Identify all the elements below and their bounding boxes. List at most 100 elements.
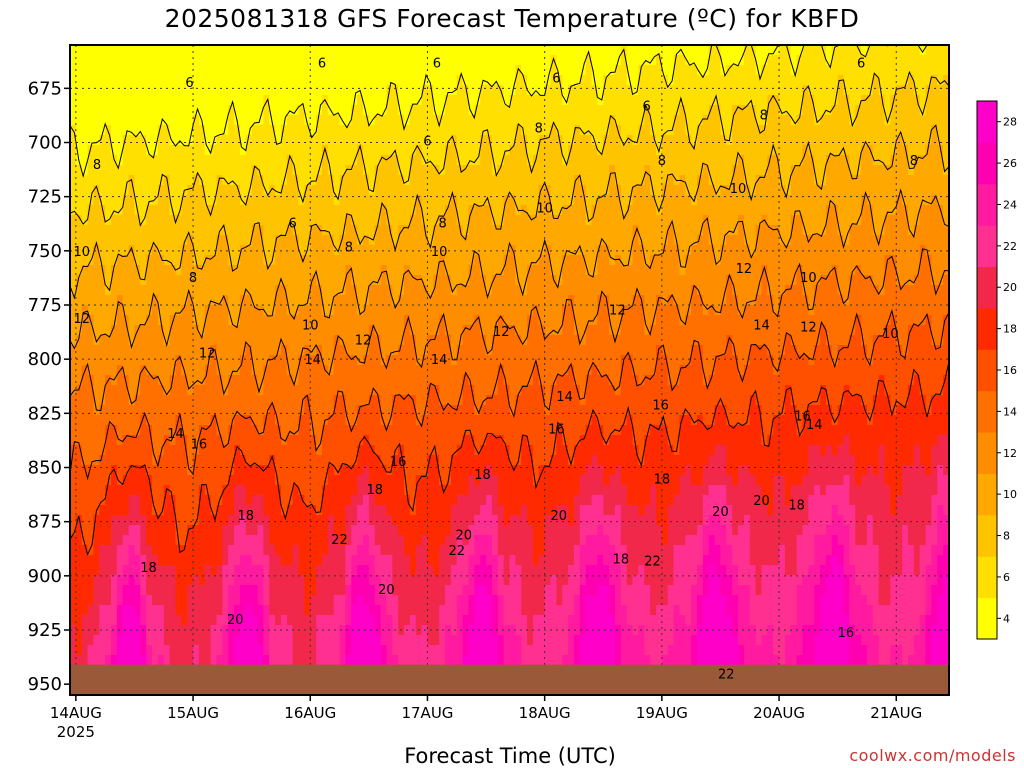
temperature-cell [439, 645, 446, 656]
temperature-cell [363, 105, 370, 116]
temperature-cell [427, 55, 434, 66]
temperature-cell [222, 635, 229, 646]
temperature-cell [368, 415, 376, 426]
temperature-cell [456, 95, 464, 106]
temperature-cell [228, 215, 235, 226]
temperature-cell [134, 495, 141, 506]
temperature-cell [105, 255, 112, 266]
temperature-cell [357, 475, 364, 486]
temperature-cell [415, 275, 423, 286]
temperature-cell [93, 45, 100, 56]
temperature-cell [333, 605, 341, 616]
temperature-cell [239, 415, 247, 426]
temperature-cell [193, 295, 200, 306]
temperature-cell [216, 145, 223, 156]
temperature-cell [304, 105, 311, 116]
temperature-cell [99, 275, 106, 286]
temperature-cell [280, 65, 288, 76]
temperature-cell [140, 265, 147, 276]
temperature-cell [193, 615, 200, 626]
temperature-cell [292, 525, 300, 536]
temperature-cell [222, 345, 229, 356]
temperature-cell [257, 455, 264, 466]
temperature-cell [187, 425, 194, 436]
temperature-cell [234, 545, 241, 556]
temperature-cell [398, 55, 405, 66]
temperature-cell [310, 115, 317, 126]
temperature-cell [439, 85, 446, 96]
temperature-cell [292, 125, 300, 136]
temperature-cell [380, 645, 388, 656]
temperature-cell [128, 305, 136, 316]
temperature-cell [175, 335, 182, 346]
temperature-cell [386, 215, 393, 226]
temperature-cell [152, 225, 159, 236]
temperature-cell [175, 345, 182, 356]
temperature-cell [245, 45, 253, 56]
temperature-cell [75, 265, 83, 276]
temperature-cell [351, 425, 358, 436]
temperature-cell [374, 465, 382, 476]
temperature-cell [234, 475, 241, 486]
temperature-cell [163, 145, 171, 156]
temperature-cell [251, 305, 259, 316]
temperature-cell [234, 485, 241, 496]
temperature-cell [216, 365, 223, 376]
temperature-cell [116, 215, 124, 226]
temperature-cell [392, 655, 399, 666]
temperature-cell [380, 145, 388, 156]
temperature-cell [275, 215, 282, 226]
temperature-cell [439, 95, 446, 106]
temperature-cell [392, 275, 399, 286]
temperature-cell [333, 385, 341, 396]
temperature-cell [386, 75, 393, 86]
temperature-cell [398, 225, 405, 236]
temperature-cell [75, 205, 83, 216]
temperature-cell [269, 545, 276, 556]
temperature-cell [99, 245, 106, 256]
temperature-cell [81, 175, 89, 186]
temperature-cell [128, 325, 136, 336]
temperature-cell [204, 235, 212, 246]
temperature-cell [222, 555, 229, 566]
temperature-cell [386, 65, 393, 76]
temperature-cell [374, 455, 382, 466]
temperature-cell [304, 95, 311, 106]
plot-area [70, 45, 949, 695]
temperature-cell [316, 405, 323, 416]
temperature-cell [275, 65, 282, 76]
temperature-cell [398, 135, 405, 146]
temperature-cell [427, 545, 434, 556]
temperature-cell [122, 395, 130, 406]
temperature-cell [81, 95, 89, 106]
temperature-cell [269, 555, 276, 566]
temperature-cell [275, 285, 282, 296]
temperature-cell [316, 255, 323, 266]
temperature-cell [509, 265, 516, 276]
temperature-cell [99, 415, 106, 426]
temperature-cell [450, 215, 458, 226]
temperature-cell [157, 465, 165, 476]
temperature-cell [327, 275, 335, 286]
temperature-cell [81, 445, 89, 456]
temperature-cell [392, 635, 399, 646]
temperature-cell [509, 605, 516, 616]
temperature-cell [333, 135, 341, 146]
temperature-cell [497, 165, 505, 176]
temperature-cell [368, 555, 376, 566]
temperature-cell [386, 485, 393, 496]
temperature-cell [474, 205, 481, 216]
temperature-cell [286, 635, 294, 646]
temperature-cell [286, 515, 294, 526]
temperature-cell [181, 315, 188, 326]
temperature-cell [404, 265, 411, 276]
temperature-cell [181, 555, 188, 566]
temperature-cell [134, 485, 141, 496]
temperature-cell [450, 225, 458, 236]
temperature-cell [245, 265, 253, 276]
temperature-cell [333, 155, 341, 166]
temperature-cell [187, 435, 194, 446]
temperature-cell [81, 475, 89, 486]
temperature-cell [456, 525, 464, 536]
temperature-cell [146, 465, 153, 476]
